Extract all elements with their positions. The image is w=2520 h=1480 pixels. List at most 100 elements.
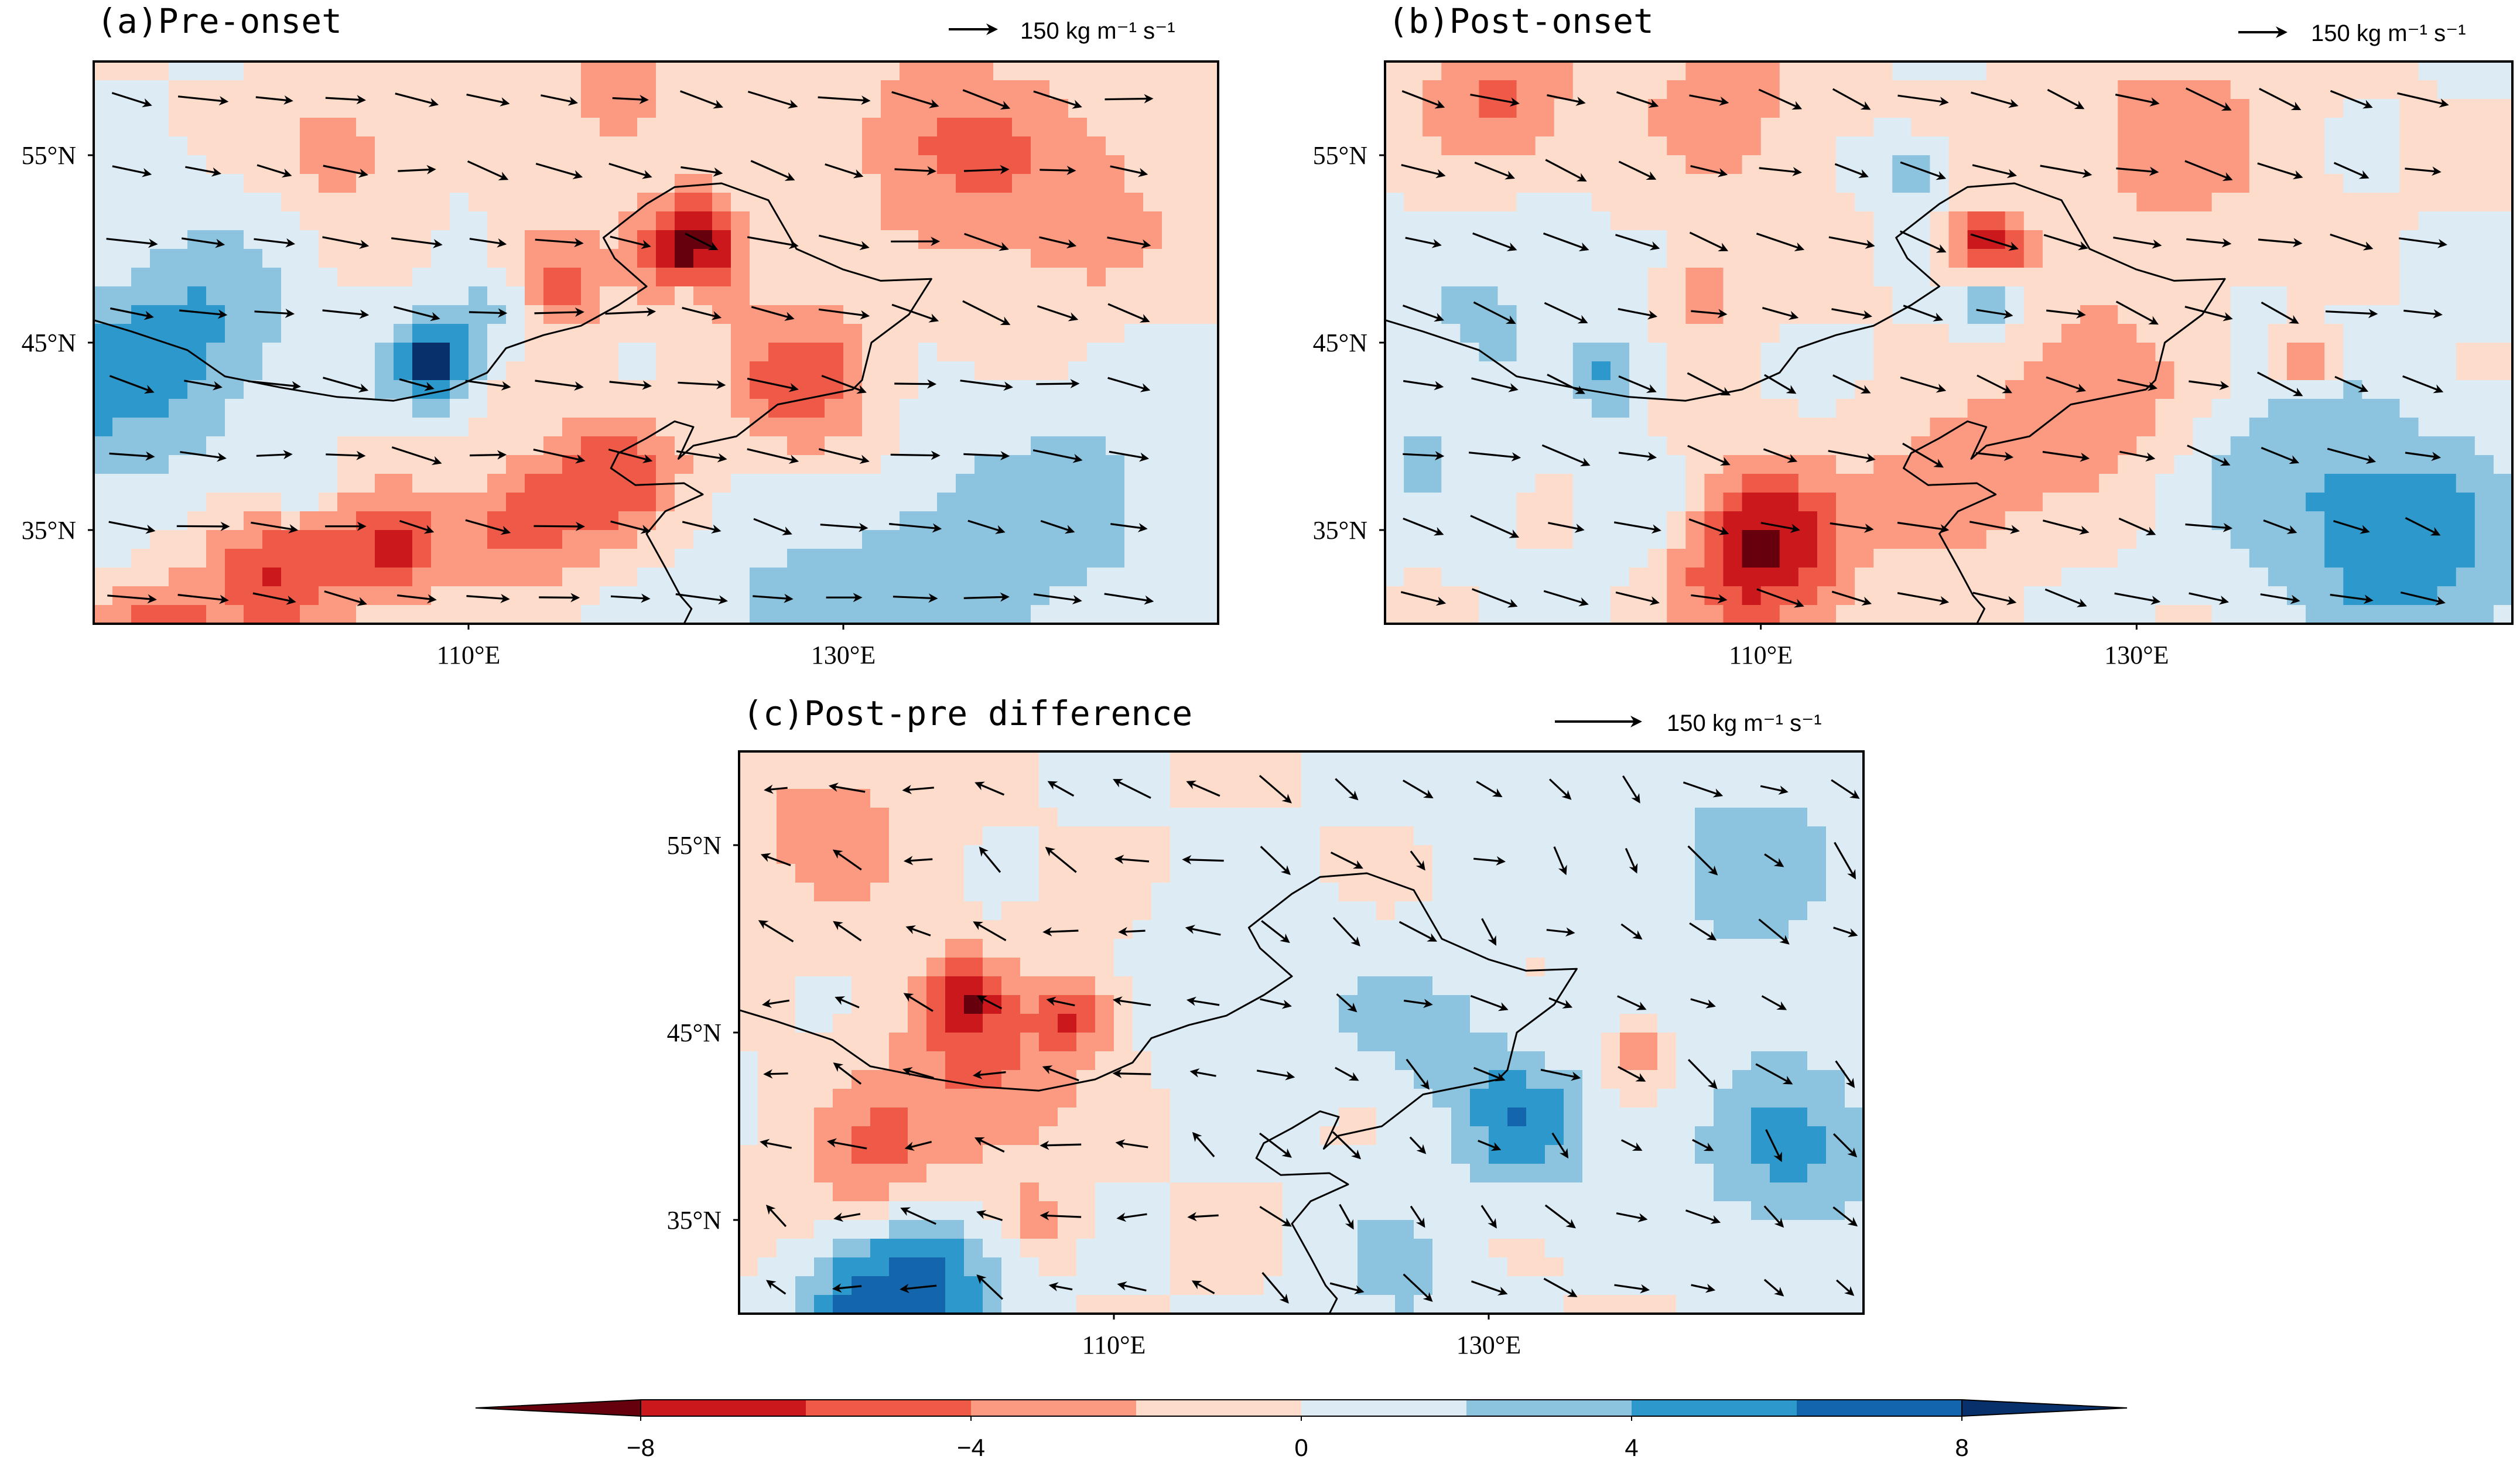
contour-cell bbox=[637, 61, 657, 81]
contour-cell bbox=[2061, 436, 2081, 456]
contour-cell bbox=[187, 99, 207, 118]
contour-cell bbox=[2005, 399, 2025, 418]
vector-arrow bbox=[323, 165, 368, 178]
contour-cell bbox=[1181, 568, 1200, 587]
contour-cell bbox=[1779, 286, 1799, 306]
contour-cell bbox=[1873, 155, 1893, 175]
contour-cell bbox=[2174, 511, 2194, 531]
contour-cell bbox=[1376, 808, 1396, 827]
contour-cell bbox=[870, 1089, 890, 1108]
contour-cell bbox=[1497, 511, 1517, 531]
contour-cell bbox=[337, 286, 357, 306]
contour-cell bbox=[94, 530, 113, 549]
contour-cell bbox=[1986, 249, 2006, 268]
contour-cell bbox=[262, 193, 282, 212]
contour-cell bbox=[187, 61, 207, 81]
contour-cell bbox=[777, 1051, 796, 1071]
contour-cell bbox=[2005, 511, 2025, 531]
contour-cell bbox=[2474, 286, 2494, 306]
contour-cell bbox=[2155, 136, 2175, 156]
contour-cell bbox=[2005, 211, 2025, 231]
contour-cell bbox=[2249, 605, 2269, 624]
vector-arrow bbox=[1972, 164, 2018, 179]
contour-cell bbox=[450, 586, 469, 606]
vector-arrow bbox=[967, 519, 1006, 534]
contour-cell bbox=[731, 249, 750, 268]
contour-cell bbox=[881, 80, 900, 100]
contour-cell bbox=[2381, 549, 2401, 568]
vector-arrow bbox=[1618, 307, 1658, 320]
vector-arrow bbox=[254, 238, 296, 248]
contour-cell bbox=[394, 99, 413, 118]
contour-cell bbox=[2023, 455, 2043, 474]
contour-cell bbox=[1535, 118, 1555, 137]
contour-cell bbox=[833, 939, 852, 958]
contour-cell bbox=[1414, 976, 1433, 996]
contour-cell bbox=[675, 511, 694, 531]
contour-cell bbox=[1676, 1014, 1695, 1033]
contour-cell bbox=[244, 568, 263, 587]
contour-cell bbox=[375, 80, 394, 100]
contour-cell bbox=[581, 286, 600, 306]
contour-cell bbox=[1376, 901, 1396, 921]
contour-cell bbox=[750, 568, 769, 587]
contour-cell bbox=[150, 455, 169, 474]
contour-cell bbox=[2399, 155, 2419, 175]
contour-cell bbox=[281, 286, 300, 306]
contour-cell bbox=[1199, 361, 1219, 381]
vector-arrow bbox=[2260, 593, 2300, 604]
contour-cell bbox=[862, 605, 881, 624]
contour-cell bbox=[1826, 1033, 1845, 1052]
contour-cell bbox=[2023, 474, 2043, 493]
contour-cell bbox=[1049, 361, 1069, 381]
contour-cell bbox=[1948, 399, 1968, 418]
contour-cell bbox=[825, 530, 844, 549]
contour-cell bbox=[675, 230, 694, 249]
contour-cell bbox=[2230, 174, 2250, 193]
vector-arrow bbox=[1110, 165, 1148, 177]
contour-cell bbox=[637, 549, 657, 568]
contour-cell bbox=[926, 826, 946, 846]
contour-cell bbox=[1564, 939, 1583, 958]
contour-cell bbox=[795, 808, 815, 827]
contour-cell bbox=[1704, 343, 1724, 362]
contour-cell bbox=[637, 474, 657, 493]
contour-cell bbox=[1049, 493, 1069, 512]
contour-cell bbox=[1189, 1089, 1208, 1108]
contour-cell bbox=[1385, 549, 1404, 568]
contour-cell bbox=[1076, 1089, 1096, 1108]
contour-cell bbox=[768, 136, 788, 156]
contour-cell bbox=[2230, 155, 2250, 175]
contour-cell bbox=[1704, 324, 1724, 343]
contour-cell bbox=[525, 605, 544, 624]
contour-cell bbox=[1779, 61, 1799, 81]
contour-cell bbox=[1892, 549, 1912, 568]
contour-cell bbox=[581, 249, 600, 268]
contour-cell bbox=[712, 230, 731, 249]
contour-cell bbox=[1714, 826, 1733, 846]
contour-cell bbox=[1114, 1089, 1133, 1108]
contour-cell bbox=[2230, 211, 2250, 231]
contour-cell bbox=[1124, 549, 1144, 568]
contour-cell bbox=[469, 193, 488, 212]
contour-cell bbox=[843, 493, 863, 512]
contour-cell bbox=[937, 474, 956, 493]
vector-arrow bbox=[1831, 308, 1872, 320]
contour-cell bbox=[1930, 324, 1950, 343]
y-tick-label: 45°N bbox=[22, 329, 76, 357]
x-tick-label: 130°E bbox=[811, 641, 876, 669]
contour-cell bbox=[1106, 211, 1125, 231]
contour-cell bbox=[1423, 361, 1442, 381]
contour-cell bbox=[1226, 958, 1246, 977]
contour-cell bbox=[1423, 286, 1442, 306]
contour-cell bbox=[787, 193, 806, 212]
contour-cell bbox=[814, 958, 833, 977]
vector-arrow bbox=[818, 234, 870, 250]
contour-cell bbox=[2118, 118, 2138, 137]
contour-cell bbox=[2493, 418, 2513, 437]
contour-cell bbox=[908, 1014, 927, 1033]
contour-cell bbox=[2211, 418, 2231, 437]
contour-cell bbox=[2493, 174, 2513, 193]
contour-cell bbox=[881, 268, 900, 287]
contour-cell bbox=[1106, 418, 1125, 437]
